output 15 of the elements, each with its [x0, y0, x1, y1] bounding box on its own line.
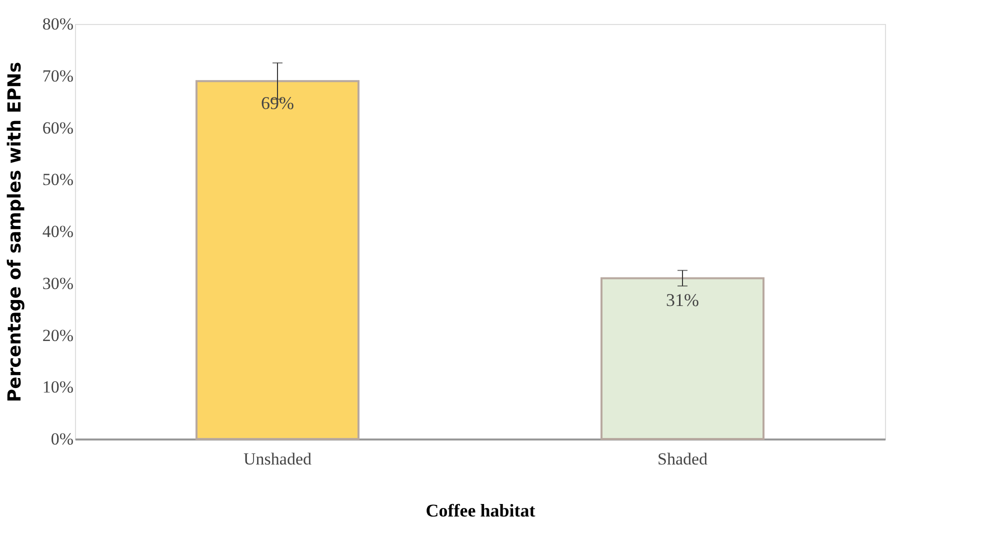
y-axis-title: Percentage of samples with EPNs: [4, 62, 26, 402]
y-tick-label: 70%: [42, 66, 74, 86]
x-tick-label: Unshaded: [244, 450, 312, 468]
x-tick-label: Shaded: [657, 450, 708, 468]
data-label: 69%: [261, 93, 294, 114]
y-tick-label: 20%: [42, 326, 74, 345]
y-tick-label: 60%: [42, 118, 74, 138]
y-tick-label: 50%: [42, 170, 74, 190]
y-tick-label: 10%: [42, 378, 74, 397]
y-tick-label: 40%: [42, 222, 74, 241]
x-axis-title: Coffee habitat: [426, 500, 536, 520]
y-tick-label: 30%: [42, 274, 74, 293]
data-label: 31%: [666, 290, 699, 310]
y-tick-label: 0%: [50, 430, 74, 448]
y-tick-label: 80%: [42, 14, 74, 34]
